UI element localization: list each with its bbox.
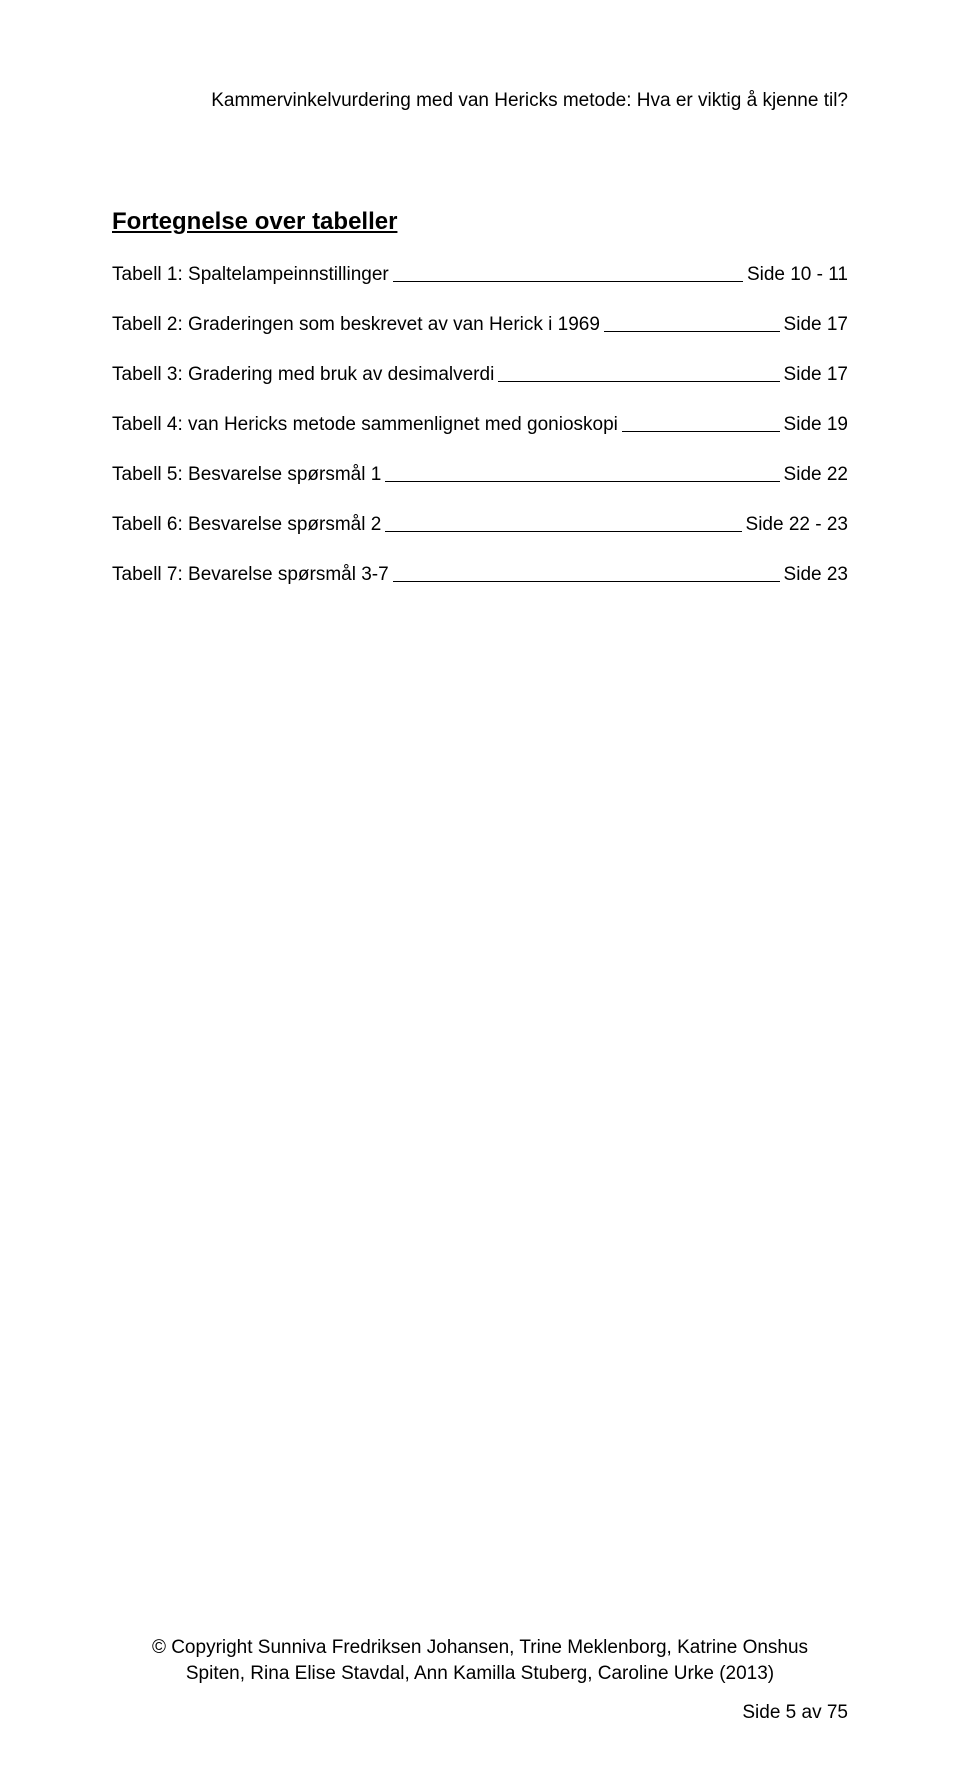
toc-page: Side 17 xyxy=(784,364,848,386)
toc-label: Tabell 5: Besvarelse spørsmål 1 xyxy=(112,464,381,486)
toc-leader-line xyxy=(385,531,741,532)
toc-page: Side 22 - 23 xyxy=(746,514,848,536)
toc-leader-line xyxy=(385,481,779,482)
toc-entry: Tabell 6: Besvarelse spørsmål 2 Side 22 … xyxy=(112,514,848,536)
toc-page: Side 10 - 11 xyxy=(747,264,848,286)
toc-entry: Tabell 2: Graderingen som beskrevet av v… xyxy=(112,314,848,336)
toc-label: Tabell 3: Gradering med bruk av desimalv… xyxy=(112,364,494,386)
toc-leader-line xyxy=(498,381,779,382)
toc-page: Side 17 xyxy=(784,314,848,336)
toc-label: Tabell 7: Bevarelse spørsmål 3-7 xyxy=(112,564,389,586)
page-number: Side 5 av 75 xyxy=(112,1702,848,1724)
toc-entry: Tabell 4: van Hericks metode sammenligne… xyxy=(112,414,848,436)
document-header: Kammervinkelvurdering med van Hericks me… xyxy=(112,90,848,112)
toc-leader-line xyxy=(604,331,780,332)
toc-leader-line xyxy=(622,431,780,432)
toc-leader-line xyxy=(393,281,743,282)
section-heading: Fortegnelse over tabeller xyxy=(112,208,848,236)
copyright-footer: © Copyright Sunniva Fredriksen Johansen,… xyxy=(112,1635,848,1688)
toc-entry: Tabell 5: Besvarelse spørsmål 1 Side 22 xyxy=(112,464,848,486)
toc-entry: Tabell 1: Spaltelampeinnstillinger Side … xyxy=(112,264,848,286)
toc-page: Side 22 xyxy=(784,464,848,486)
toc-entry: Tabell 3: Gradering med bruk av desimalv… xyxy=(112,364,848,386)
toc-leader-line xyxy=(393,581,780,582)
toc-label: Tabell 2: Graderingen som beskrevet av v… xyxy=(112,314,600,336)
footer-line-1: © Copyright Sunniva Fredriksen Johansen,… xyxy=(112,1635,848,1662)
footer-line-2: Spiten, Rina Elise Stavdal, Ann Kamilla … xyxy=(112,1661,848,1688)
toc-entry: Tabell 7: Bevarelse spørsmål 3-7 Side 23 xyxy=(112,564,848,586)
toc-page: Side 23 xyxy=(784,564,848,586)
toc-label: Tabell 6: Besvarelse spørsmål 2 xyxy=(112,514,381,536)
toc-label: Tabell 4: van Hericks metode sammenligne… xyxy=(112,414,618,436)
toc-page: Side 19 xyxy=(784,414,848,436)
toc-label: Tabell 1: Spaltelampeinnstillinger xyxy=(112,264,389,286)
